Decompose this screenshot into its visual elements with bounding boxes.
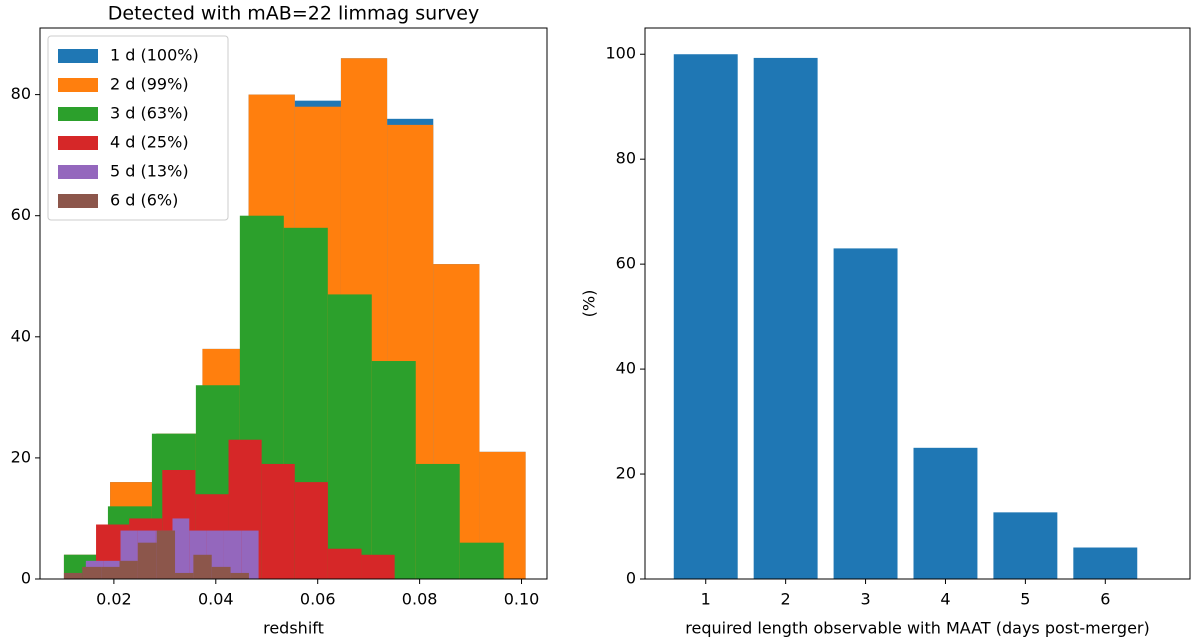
x-tick-label: 0.02 — [96, 590, 132, 609]
legend-swatch — [58, 165, 98, 179]
y-tick-label: 80 — [616, 149, 636, 168]
hist-bar — [137, 542, 157, 579]
x-tick-label: 3 — [860, 590, 870, 609]
bar — [833, 248, 898, 579]
hist-bar — [230, 572, 249, 579]
hist-bar — [327, 548, 362, 579]
axes-frame — [39, 27, 548, 580]
hist-bar — [172, 518, 190, 579]
x-tick-label: 4 — [940, 590, 950, 609]
hist-bar — [101, 566, 120, 579]
y-tick-label: 20 — [11, 447, 31, 466]
x-tick-label: 5 — [1020, 590, 1030, 609]
y-tick-label: 0 — [626, 569, 636, 588]
x-tick-label: 2 — [781, 590, 791, 609]
x-axis-label: redshift — [263, 619, 324, 638]
legend-swatch — [58, 49, 98, 63]
hist-bar — [241, 530, 259, 579]
x-tick-label: 0.06 — [300, 590, 336, 609]
x-tick-label: 0.04 — [198, 590, 234, 609]
legend-label: 2 d (99%) — [110, 75, 189, 94]
legend-label: 1 d (100%) — [110, 46, 199, 65]
hist-bar — [211, 566, 231, 579]
hist-bar — [82, 566, 102, 579]
legend-swatch — [58, 78, 98, 92]
legend-swatch — [58, 107, 98, 121]
hist-bar — [294, 482, 328, 579]
hist-bar — [327, 294, 372, 579]
legend-swatch — [58, 194, 98, 208]
x-tick-label: 0.10 — [504, 590, 540, 609]
hist-bar — [193, 554, 212, 579]
legend-label: 4 d (25%) — [110, 133, 189, 152]
y-tick-label: 40 — [616, 359, 636, 378]
bar — [993, 512, 1058, 579]
x-tick-label: 6 — [1100, 590, 1110, 609]
hist-bar — [459, 542, 504, 579]
hist-bar — [415, 463, 460, 579]
hist-bar — [156, 530, 176, 579]
x-axis-label: required length observable with MAAT (da… — [685, 619, 1149, 638]
y-tick-label: 80 — [11, 84, 31, 103]
y-axis-label: (%) — [580, 290, 599, 318]
legend-label: 5 d (13%) — [110, 162, 189, 181]
bar — [673, 54, 738, 579]
y-tick-label: 60 — [616, 254, 636, 273]
x-tick-label: 0.08 — [402, 590, 438, 609]
bar — [913, 447, 978, 579]
hist-bar — [63, 572, 83, 579]
legend-label: 3 d (63%) — [110, 104, 189, 123]
bar — [1073, 547, 1138, 579]
bar — [753, 57, 818, 579]
y-tick-label: 100 — [605, 44, 636, 63]
hist-bar — [119, 560, 138, 579]
y-tick-label: 60 — [11, 205, 31, 224]
chart-title: Detected with mAB=22 limmag survey — [108, 3, 479, 25]
hist-bar — [175, 572, 194, 579]
hist-bar — [371, 361, 416, 579]
x-tick-label: 1 — [701, 590, 711, 609]
hist-bar — [261, 463, 295, 579]
legend-swatch — [58, 136, 98, 150]
y-tick-label: 20 — [616, 464, 636, 483]
y-tick-label: 0 — [21, 569, 31, 588]
legend-label: 6 d (6%) — [110, 191, 178, 210]
hist-bar — [361, 554, 395, 579]
y-tick-label: 40 — [11, 326, 31, 345]
axes-frame — [644, 27, 1191, 580]
